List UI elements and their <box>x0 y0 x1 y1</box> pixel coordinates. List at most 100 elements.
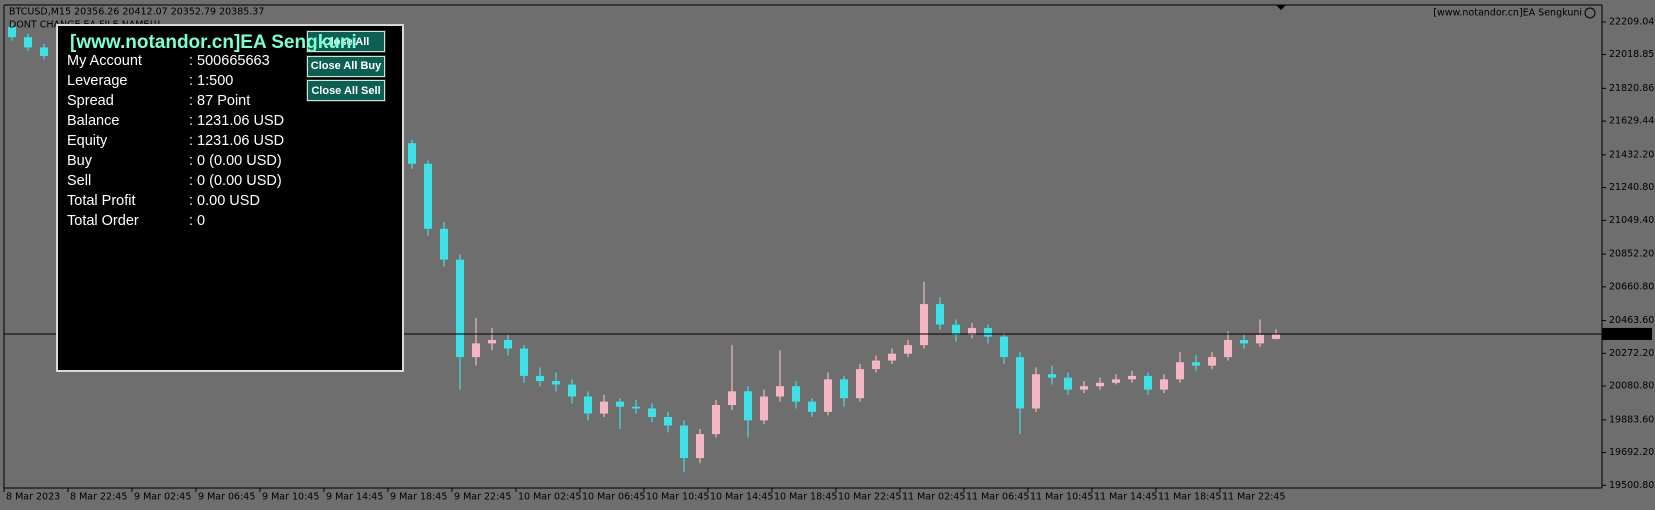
candle-body <box>8 26 16 38</box>
candle-body <box>728 391 736 406</box>
x-tick-label: 8 Mar 22:45 <box>70 492 127 503</box>
info-value: : 500665663 <box>189 53 270 69</box>
x-tick-label: 10 Mar 22:45 <box>838 492 901 503</box>
shift-marker <box>1276 5 1286 10</box>
info-row: Total Profit: 0.00 USD <box>67 193 387 213</box>
candle-body <box>472 343 480 358</box>
candle-body <box>696 434 704 459</box>
info-value: : 0.00 USD <box>189 193 260 209</box>
y-tick-label: 20272.20 <box>1609 348 1654 359</box>
candle-body <box>552 381 560 385</box>
info-row: Sell : 0 (0.00 USD) <box>67 173 387 193</box>
candle-body <box>584 396 592 414</box>
ea-smiley <box>1584 7 1596 19</box>
candle-body <box>616 401 624 407</box>
x-tick-label: 9 Mar 18:45 <box>390 492 447 503</box>
y-tick-label: 22018.85 <box>1609 49 1654 60</box>
x-tick-label: 11 Mar 18:45 <box>1158 492 1221 503</box>
y-tick-label: 21629.44 <box>1609 116 1654 127</box>
info-value: : 0 (0.00 USD) <box>189 153 282 169</box>
candle-body <box>1160 379 1168 390</box>
x-tick-label: 10 Mar 06:45 <box>582 492 645 503</box>
y-tick-label: 20463.60 <box>1609 315 1654 326</box>
candle-body <box>1256 334 1264 344</box>
candle-body <box>936 304 944 325</box>
panel-title: [www.notandor.cn]EA Sengkuni <box>70 32 357 53</box>
current-price-label: 20385.37 <box>1606 328 1651 339</box>
candle-body <box>840 379 848 399</box>
x-tick-label: 8 Mar 2023 <box>6 492 60 503</box>
x-tick-label: 11 Mar 14:45 <box>1094 492 1157 503</box>
ea-panel: [www.notandor.cn]EA Sengkuni My Account:… <box>56 24 404 372</box>
y-tick-label: 20660.80 <box>1609 281 1654 292</box>
candle-body <box>1208 357 1216 366</box>
candle-body <box>600 401 608 414</box>
info-label: Buy <box>67 153 92 169</box>
x-tick-label: 9 Mar 02:45 <box>134 492 191 503</box>
candle-body <box>408 143 416 164</box>
x-tick-label: 11 Mar 22:45 <box>1222 492 1285 503</box>
candle-body <box>424 163 432 229</box>
x-tick-label: 10 Mar 14:45 <box>710 492 773 503</box>
symbol-line: BTCUSD,M15 20356.26 20412.07 20352.79 20… <box>9 7 264 18</box>
candle-body <box>1112 379 1120 383</box>
candle-body <box>808 401 816 412</box>
candle-body <box>872 360 880 370</box>
info-label: Total Order <box>67 213 139 229</box>
x-tick-label: 9 Mar 10:45 <box>262 492 319 503</box>
y-tick-label: 21240.80 <box>1609 182 1654 193</box>
y-tick-label: 21820.86 <box>1609 83 1654 94</box>
candle-body <box>632 406 640 409</box>
info-label: Leverage <box>67 73 128 89</box>
close-button[interactable]: Close All Sell <box>306 79 386 102</box>
x-tick-label: 9 Mar 06:45 <box>198 492 255 503</box>
candle-body <box>920 304 928 346</box>
y-tick-label: 22209.04 <box>1609 16 1654 27</box>
x-tick-label: 10 Mar 02:45 <box>518 492 581 503</box>
x-tick-label: 11 Mar 02:45 <box>902 492 965 503</box>
candle-body <box>712 405 720 435</box>
info-value: : 0 <box>189 213 206 229</box>
candle-body <box>952 324 960 335</box>
y-tick-label: 21432.20 <box>1609 149 1654 160</box>
info-row: Equity : 1231.06 USD <box>67 133 387 153</box>
candle-body <box>968 328 976 335</box>
candle-body <box>1176 362 1184 380</box>
info-value: : 0 (0.00 USD) <box>189 173 282 189</box>
candle-body <box>504 340 512 349</box>
info-row: Leverage: 1:500 <box>67 73 387 93</box>
x-tick-label: 10 Mar 10:45 <box>646 492 709 503</box>
candle-body <box>488 340 496 344</box>
candle-body <box>664 416 672 426</box>
candle-body <box>1240 340 1248 344</box>
current-price-tag <box>1602 327 1652 340</box>
candle-body <box>1016 357 1024 409</box>
candle-body <box>1096 382 1104 387</box>
candle-body <box>24 37 32 48</box>
y-tick-label: 19692.20 <box>1609 447 1654 458</box>
candle-body <box>776 386 784 397</box>
info-label: Sell <box>67 173 92 189</box>
close-button[interactable]: Close All Buy <box>306 54 386 78</box>
candle-body <box>680 425 688 459</box>
candle-body <box>440 228 448 260</box>
candle-body <box>1144 375 1152 390</box>
candle-body <box>1032 374 1040 409</box>
candle-body <box>984 328 992 337</box>
info-label: My Account <box>67 53 142 69</box>
candle-body <box>744 391 752 421</box>
x-tick-label: 9 Mar 22:45 <box>454 492 511 503</box>
info-label: Equity <box>67 133 108 149</box>
close-button[interactable]: Close All <box>306 30 386 53</box>
info-row: Spread : 87 Point <box>67 93 387 113</box>
x-tick-label: 9 Mar 14:45 <box>326 492 383 503</box>
info-label: Spread <box>67 93 114 109</box>
candle-body <box>568 384 576 397</box>
candle-body <box>40 47 48 56</box>
info-value: : 87 Point <box>189 93 251 109</box>
candle-body <box>904 345 912 354</box>
info-value: : 1231.06 USD <box>189 133 285 149</box>
candle-body <box>824 379 832 412</box>
candle-body <box>1128 375 1136 380</box>
